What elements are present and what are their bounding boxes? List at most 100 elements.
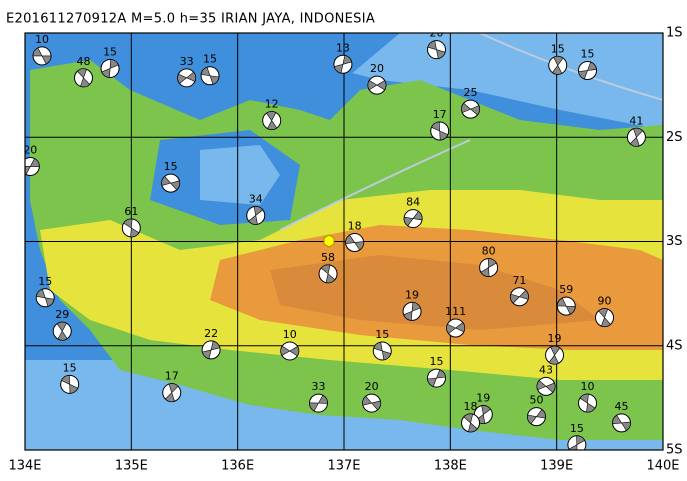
focal-mechanism [32,46,52,66]
beachball-quadrant [345,234,364,251]
focal-mechanism [446,318,466,338]
depth-label: 111 [445,305,466,318]
focal-mechanism [333,54,353,74]
beachball-quadrant [61,375,79,394]
focal-mechanism [73,68,93,88]
depth-label: 15 [551,42,565,55]
depth-label: 48 [76,55,90,68]
beachball-quadrant [201,340,221,360]
focal-mechanism [461,413,481,433]
beachball-quadrant [32,47,52,65]
depth-label: 17 [433,108,447,121]
depth-label: 15 [203,53,217,66]
focal-mechanism [162,383,182,403]
depth-label: 15 [581,48,595,61]
beachball-quadrant [123,218,140,238]
depth-label: 25 [464,86,478,99]
focal-mechanism [526,407,546,427]
depth-label: 59 [559,283,573,296]
beachball-quadrant [431,121,449,141]
depth-label: 20 [430,27,444,40]
lon-tick-label: 137E [327,459,360,474]
beachball-quadrant [35,288,55,307]
lat-tick-label: 5S [666,443,683,458]
depth-label: 90 [598,295,612,308]
depth-label: 22 [204,327,218,340]
focal-mechanism [60,374,80,394]
depth-label: 10 [283,328,297,341]
beachball-quadrant [403,210,423,227]
lat-tick-label: 4S [666,338,683,353]
beachball-quadrant [25,158,40,175]
beachball-quadrant [461,102,480,116]
depth-label: 61 [124,205,138,218]
depth-label: 15 [164,160,178,173]
beachball-quadrant [164,383,179,402]
depth-label: 18 [464,400,478,413]
beachball-quadrant [373,341,392,361]
lat-tick-label: 3S [666,234,683,249]
beachball-quadrant [280,345,300,357]
focal-mechanism [362,393,382,413]
depth-label: 18 [348,220,362,233]
depth-label: 15 [103,45,117,58]
depth-label: 17 [165,370,179,383]
beachball-quadrant [510,289,529,304]
beachball-quadrant [367,79,387,91]
beachball-quadrant [578,61,597,80]
depth-label: 50 [529,394,543,407]
beachball-quadrant [527,409,546,425]
depth-label: 80 [482,245,496,258]
depth-label: 20 [370,62,384,75]
map-title: E201611270912A M=5.0 h=35 IRIAN JAYA, IN… [6,12,375,27]
depth-label: 71 [512,274,526,287]
depth-label: 20 [365,380,379,393]
beachball-quadrant [56,321,68,341]
focal-mechanism [578,393,598,413]
focal-mechanism [100,58,120,78]
events: 10 48 15 33 15 12 13 20 20 15 15 25 17 41 20 15 61 34 84 18… [25,27,646,450]
depth-label: 84 [406,196,420,209]
focal-mechanism [536,376,556,396]
beachball-quadrant [177,71,196,84]
beachball-quadrant [568,435,586,450]
focal-mechanism [161,173,181,193]
focal-mechanism [262,111,282,131]
map-frame [24,32,664,451]
beachball-quadrant [403,302,421,321]
beachball-quadrant [266,111,278,130]
depth-label: 33 [311,380,325,393]
lon-tick-label: 138E [434,459,467,474]
focal-mechanism [121,218,141,238]
focal-mechanism [200,66,220,86]
focal-mechanism [246,205,266,225]
beachball-quadrant [248,206,264,225]
depth-label: 34 [249,192,263,205]
focal-mechanism [595,308,615,328]
depth-label: 15 [375,328,389,341]
focal-mechanism [461,99,481,119]
focal-mechanism [367,75,387,95]
depth-label: 10 [35,33,49,46]
focal-mechanism [402,301,422,321]
depth-label: 15 [38,275,52,288]
beachball-quadrant [362,395,381,411]
depth-label: 15 [63,361,77,374]
focal-mechanism [556,296,576,316]
lon-tick-label: 140E [646,459,679,474]
beachball-quadrant [161,176,180,191]
epicenter-marker [323,234,335,248]
beachball-quadrant [333,55,352,74]
beachball-quadrant [200,66,220,85]
lon-tick-label: 135E [115,459,148,474]
focal-mechanism [430,121,450,141]
focal-mechanism [567,435,587,450]
focal-mechanism [35,288,55,308]
focal-mechanism [308,393,328,413]
focal-mechanism [403,209,423,229]
beachball-quadrant [552,56,564,75]
beachball-quadrant [101,59,119,78]
beachball-quadrant [556,297,576,315]
